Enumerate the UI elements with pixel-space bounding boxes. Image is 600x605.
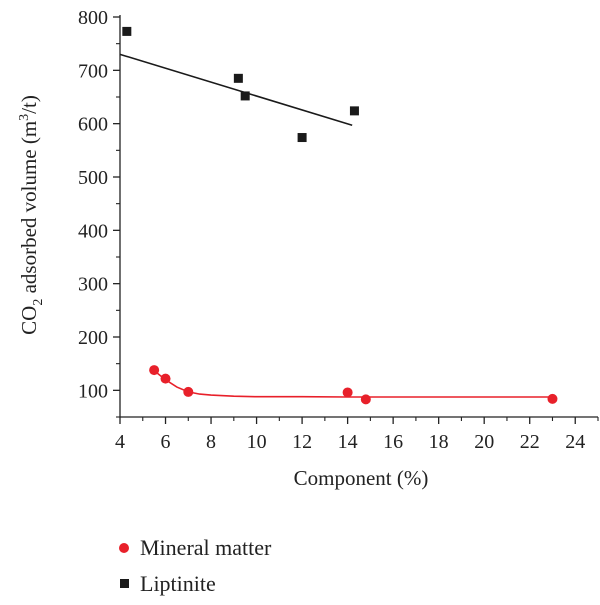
- x-tick-label: 8: [206, 431, 216, 453]
- y-tick-label: 800: [78, 7, 108, 29]
- liptinite-fit-line: [119, 53, 353, 127]
- x-tick-label: 10: [247, 431, 267, 453]
- x-axis-title: Component (%): [294, 466, 429, 490]
- series-layer: [119, 26, 558, 405]
- y-tick-label: 600: [78, 114, 108, 136]
- liptinite-point: [240, 91, 250, 101]
- liptinite-point: [297, 133, 307, 143]
- mineral-matter-point: [547, 393, 558, 404]
- y-tick-label: 400: [78, 220, 108, 242]
- axes: [113, 15, 599, 424]
- liptinite-point: [349, 106, 359, 116]
- legend-marker-liptinite: [120, 579, 129, 588]
- y-tick-label: 100: [78, 380, 108, 402]
- x-tick-label: 14: [338, 431, 358, 453]
- y-tick-label: 300: [78, 274, 108, 296]
- x-tick-label: 24: [565, 431, 585, 453]
- x-tick-label: 22: [520, 431, 540, 453]
- x-tick-label: 6: [161, 431, 171, 453]
- mineral-matter-fit-curve: [153, 369, 553, 398]
- x-tick-label: 16: [383, 431, 403, 453]
- legend-label-mineral-matter: Mineral matter: [140, 535, 272, 560]
- liptinite-point: [233, 73, 243, 83]
- mineral-matter-point: [160, 373, 171, 384]
- x-tick-label: 18: [429, 431, 449, 453]
- legend-label-liptinite: Liptinite: [140, 571, 216, 596]
- y-tick-label: 500: [78, 167, 108, 189]
- legend: Mineral matter Liptinite: [119, 535, 272, 596]
- x-tick-label: 20: [474, 431, 494, 453]
- tick-labels: 4 6 8 10 12 14 16 18 20 22 24 100 200 300 400 500 600 700…: [78, 7, 585, 453]
- x-tick-label: 4: [115, 431, 125, 453]
- y-tick-label: 700: [78, 60, 108, 82]
- mineral-matter-point: [183, 386, 194, 397]
- x-tick-label: 12: [292, 431, 312, 453]
- mineral-matter-point: [342, 387, 353, 398]
- y-tick-label: 200: [78, 327, 108, 349]
- legend-marker-mineral-matter: [119, 543, 129, 553]
- mineral-matter-point: [360, 394, 371, 405]
- mineral-matter-point: [149, 365, 160, 376]
- liptinite-point: [122, 26, 132, 36]
- y-axis-title: CO2 adsorbed volume (m3/t): [17, 95, 46, 335]
